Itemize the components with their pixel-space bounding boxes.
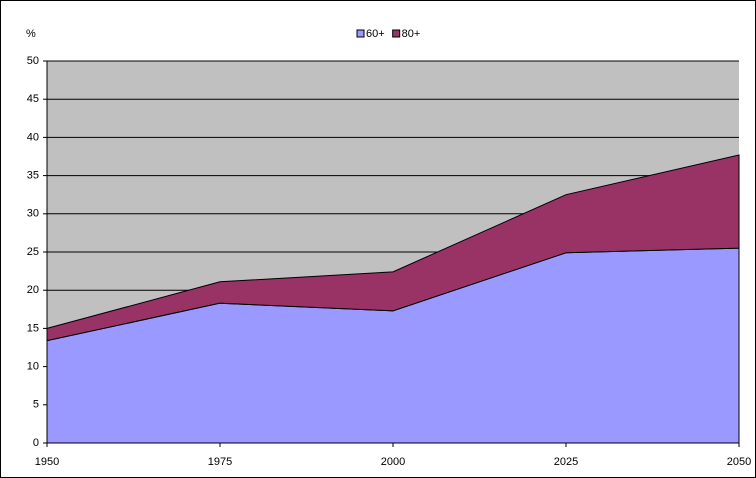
- x-tick-label: 2000: [381, 456, 405, 468]
- y-tick-label: 5: [33, 399, 39, 411]
- x-tick-label: 2050: [727, 456, 751, 468]
- y-axis-label: %: [26, 28, 36, 40]
- area: [46, 154, 740, 342]
- y-tick-label: 40: [27, 131, 39, 143]
- legend-label: 80+: [402, 28, 421, 40]
- x-tick-label: 1950: [35, 456, 59, 468]
- x-tick-label: 1975: [208, 456, 232, 468]
- y-tick-label: 50: [27, 55, 39, 67]
- y-tick-label: 25: [27, 246, 39, 258]
- legend-swatch: [392, 29, 401, 38]
- y-tick-label: 0: [33, 437, 39, 449]
- y-tick-label: 10: [27, 361, 39, 373]
- x-tick-label: 2025: [554, 456, 578, 468]
- y-tick-label: 30: [27, 208, 39, 220]
- y-tick-label: 20: [27, 284, 39, 296]
- legend-swatch: [356, 29, 365, 38]
- legend-label: 60+: [366, 28, 385, 40]
- y-tick-label: 35: [27, 170, 39, 182]
- y-tick-label: 15: [27, 322, 39, 334]
- y-tick-label: 45: [27, 93, 39, 105]
